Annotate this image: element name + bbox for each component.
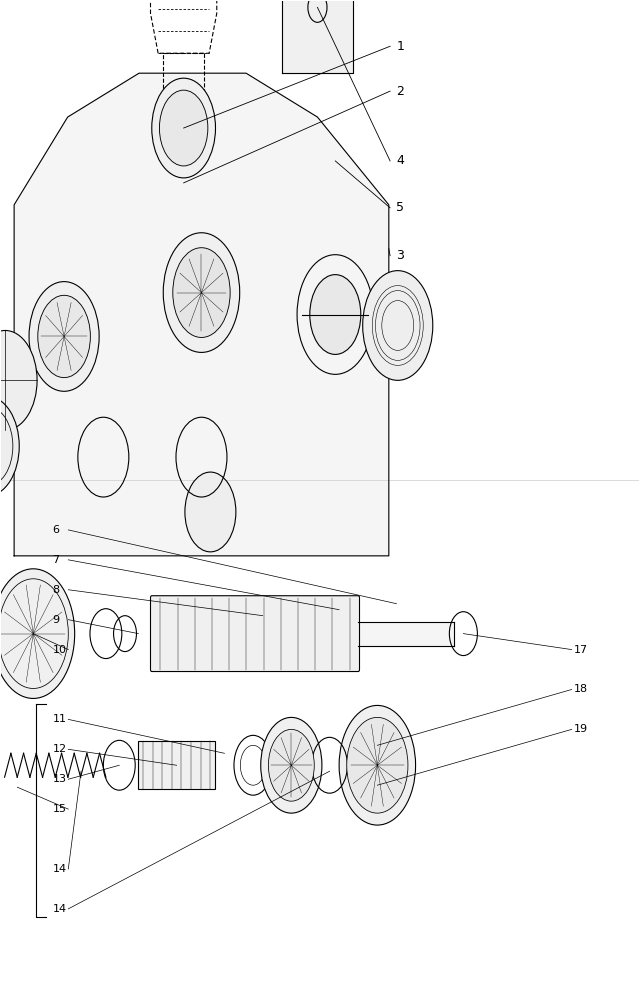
Text: 15: 15 [52,804,67,814]
Text: 14: 14 [52,864,67,874]
Text: 1: 1 [396,40,404,53]
Text: 5: 5 [396,201,404,214]
Text: 13: 13 [52,774,67,784]
Circle shape [159,90,208,166]
Text: 6: 6 [52,525,60,535]
Circle shape [163,233,240,352]
Circle shape [152,78,216,178]
Text: 10: 10 [52,645,67,655]
Circle shape [29,282,99,391]
Circle shape [0,396,19,496]
Circle shape [347,717,408,813]
Polygon shape [14,73,389,556]
Polygon shape [282,0,353,73]
Bar [138,741,215,789]
Circle shape [185,472,236,552]
Text: 4: 4 [396,154,404,167]
Circle shape [0,569,75,698]
Circle shape [339,705,415,825]
Circle shape [268,729,314,801]
Circle shape [260,717,322,813]
Circle shape [363,271,433,380]
Text: 19: 19 [573,724,588,734]
Circle shape [38,295,90,378]
Text: 11: 11 [52,714,67,724]
Text: 7: 7 [52,555,60,565]
Text: 17: 17 [573,645,588,655]
Circle shape [310,275,361,354]
Text: 3: 3 [396,249,404,262]
Circle shape [173,248,230,337]
FancyBboxPatch shape [150,596,360,672]
Text: 18: 18 [573,684,588,694]
Text: 14: 14 [52,904,67,914]
Text: 8: 8 [52,585,60,595]
Text: 9: 9 [52,615,60,625]
Text: 12: 12 [52,744,67,754]
Text: 2: 2 [396,85,404,98]
Circle shape [0,330,37,430]
Polygon shape [358,622,454,646]
Bar [163,53,204,93]
